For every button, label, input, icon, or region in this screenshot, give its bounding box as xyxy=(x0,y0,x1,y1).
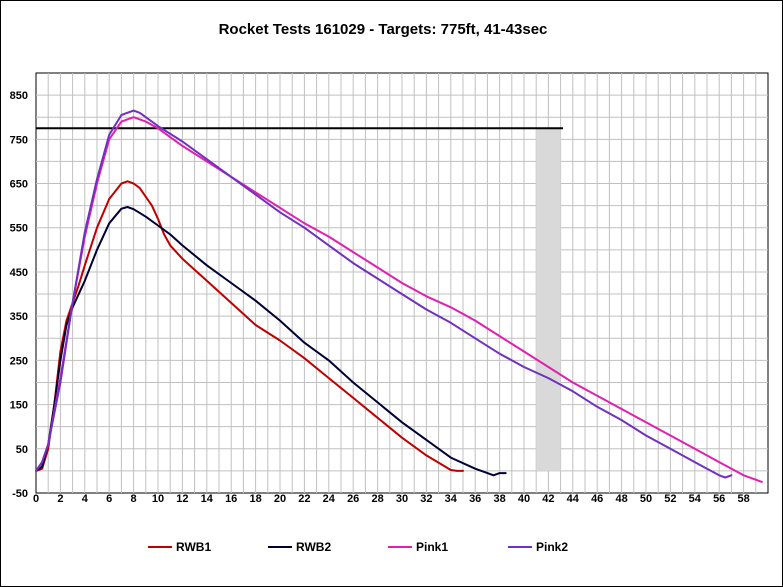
x-tick-label: 52 xyxy=(664,493,676,505)
x-tick-label: 58 xyxy=(737,493,749,505)
x-tick-label: 42 xyxy=(542,493,554,505)
legend-label: RWB1 xyxy=(176,540,211,554)
chart-title: Rocket Tests 161029 - Targets: 775ft, 41… xyxy=(219,21,548,38)
x-tick-label: 28 xyxy=(371,493,383,505)
x-tick-label: 12 xyxy=(176,493,188,505)
x-tick-label: 18 xyxy=(249,493,261,505)
x-tick-label: 36 xyxy=(469,493,481,505)
x-tick-label: 44 xyxy=(567,493,580,505)
x-tick-label: 30 xyxy=(396,493,408,505)
series-line-rwb1 xyxy=(35,180,464,472)
y-tick-label: 150 xyxy=(10,400,28,412)
x-tick-label: 22 xyxy=(298,493,310,505)
x-tick-label: 50 xyxy=(640,493,652,505)
legend: RWB1 RWB2 Pink1 Pink2 xyxy=(148,540,568,554)
data-series xyxy=(35,109,763,483)
x-tick-label: 26 xyxy=(347,493,359,505)
x-tick-label: 2 xyxy=(57,493,63,505)
axis-ticks: 0 2 4 6 8 10 12 14 16 18 20 22 24 26 28 30 32 34 36 38 40 42 4… xyxy=(10,90,750,505)
y-tick-label: 450 xyxy=(10,267,28,279)
series-line-pink1 xyxy=(35,116,763,483)
x-tick-label: 56 xyxy=(713,493,725,505)
x-tick-label: 48 xyxy=(615,493,627,505)
series-line-pink2 xyxy=(35,109,733,479)
x-tick-label: 6 xyxy=(106,493,112,505)
x-tick-label: 24 xyxy=(323,493,336,505)
x-tick-label: 38 xyxy=(493,493,505,505)
x-tick-label: 14 xyxy=(201,493,214,505)
grid-lines xyxy=(36,73,768,493)
legend-label: Pink1 xyxy=(416,540,448,554)
x-tick-label: 8 xyxy=(131,493,137,505)
x-tick-label: 54 xyxy=(689,493,702,505)
x-tick-label: 16 xyxy=(225,493,237,505)
x-tick-label: 4 xyxy=(82,493,89,505)
y-tick-label: 350 xyxy=(10,311,28,323)
target-time-window xyxy=(536,128,561,471)
legend-label: Pink2 xyxy=(536,540,568,554)
x-tick-label: 20 xyxy=(274,493,286,505)
y-tick-label: 250 xyxy=(10,355,28,367)
y-tick-label: 50 xyxy=(16,444,28,456)
x-tick-label: 10 xyxy=(152,493,164,505)
x-tick-label: 40 xyxy=(518,493,530,505)
y-tick-label: 750 xyxy=(10,134,28,146)
y-tick-label: -50 xyxy=(12,488,28,500)
target-markers xyxy=(36,127,564,471)
x-tick-label: 46 xyxy=(591,493,603,505)
x-tick-label: 32 xyxy=(420,493,432,505)
y-tick-label: 550 xyxy=(10,223,28,235)
x-tick-label: 0 xyxy=(33,493,39,505)
series-line-rwb2 xyxy=(35,206,507,477)
y-tick-label: 850 xyxy=(10,90,28,102)
y-tick-label: 650 xyxy=(10,179,28,191)
x-tick-label: 34 xyxy=(445,493,458,505)
legend-label: RWB2 xyxy=(296,540,331,554)
